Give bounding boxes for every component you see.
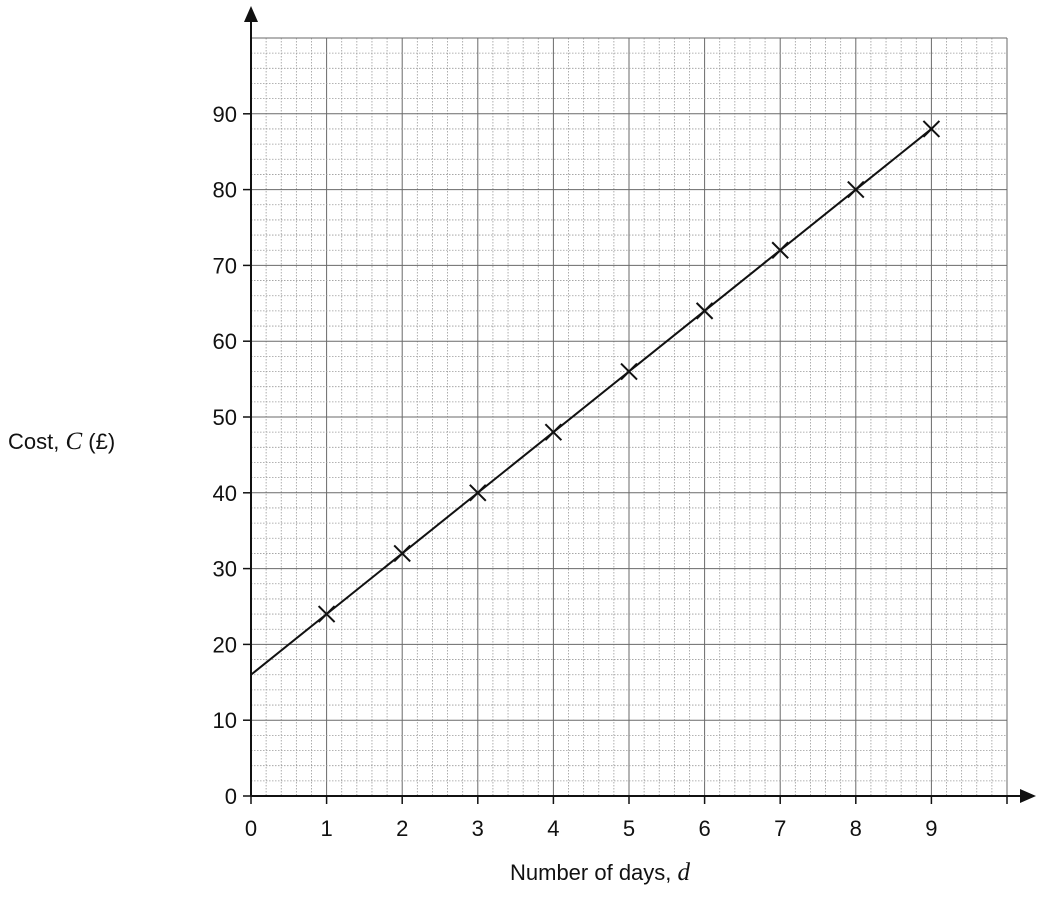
cross-stroke (469, 484, 487, 502)
y-tick-label: 60 (213, 329, 237, 354)
cross-stroke (922, 120, 941, 138)
data-point-marker (620, 362, 638, 381)
x-tick-label: 1 (320, 816, 332, 841)
y-axis-label-suffix: (£) (82, 429, 115, 454)
cost-line (250, 128, 933, 676)
cross-stroke (620, 362, 638, 381)
data-point-marker (922, 120, 941, 138)
data-point-marker (771, 241, 789, 259)
data-point-marker (847, 180, 865, 199)
x-tick-label: 8 (850, 816, 862, 841)
x-tick-label: 4 (547, 816, 559, 841)
data-point-marker (393, 544, 411, 563)
y-tick-label: 40 (213, 481, 237, 506)
y-tick-label: 10 (213, 708, 237, 733)
y-axis-label: Cost, C (£) (8, 428, 115, 455)
x-tick-label: 7 (774, 816, 786, 841)
cross-stroke (847, 180, 865, 199)
x-tick-label: 2 (396, 816, 408, 841)
x-tick-label: 0 (245, 816, 257, 841)
y-tick-label: 90 (213, 102, 237, 127)
cross-stroke (695, 302, 714, 320)
data-series-layer (250, 120, 941, 676)
y-tick-label: 0 (225, 784, 237, 809)
axes-layer (244, 6, 1036, 803)
data-point-marker (317, 605, 336, 623)
y-tick-label: 50 (213, 405, 237, 430)
grid-layer (250, 37, 1008, 797)
data-point-marker (469, 484, 487, 502)
x-axis-arrowhead (1020, 789, 1036, 803)
x-tick-label: 6 (698, 816, 710, 841)
data-point-marker (695, 302, 714, 320)
cross-stroke (544, 423, 563, 441)
y-axis-arrowhead (244, 6, 258, 22)
y-tick-label: 20 (213, 632, 237, 657)
x-axis-label: Number of days, d (510, 859, 691, 886)
y-axis-label-variable: C (65, 428, 82, 455)
y-tick-label: 30 (213, 557, 237, 582)
data-point-marker (544, 423, 563, 441)
x-tick-label: 3 (472, 816, 484, 841)
cross-stroke (771, 241, 789, 259)
x-tick-label: 9 (925, 816, 937, 841)
x-axis-label-variable: d (678, 859, 691, 886)
y-axis-label-prefix: Cost, (8, 429, 65, 454)
x-axis-label-prefix: Number of days, (510, 860, 678, 885)
x-tick-label: 5 (623, 816, 635, 841)
cross-stroke (393, 544, 411, 563)
cross-stroke (317, 605, 336, 623)
y-tick-label: 80 (213, 178, 237, 203)
y-tick-label: 70 (213, 253, 237, 278)
